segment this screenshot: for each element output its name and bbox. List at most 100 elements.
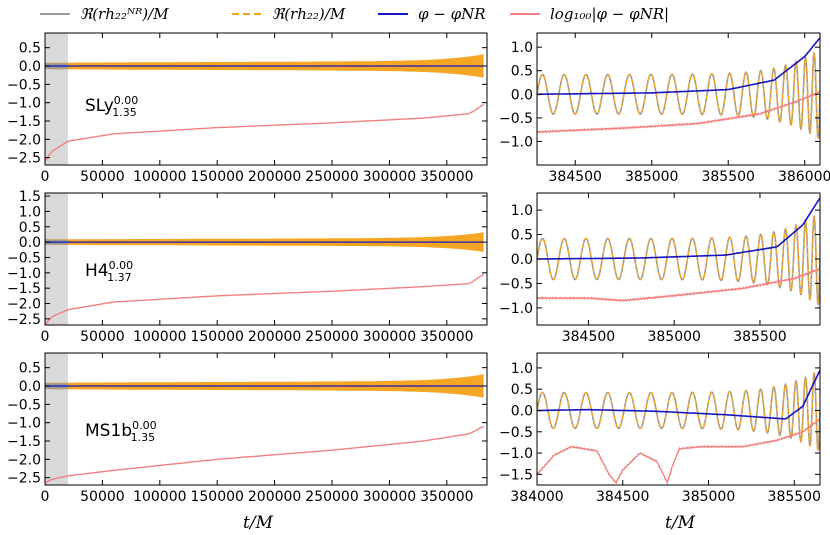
row1-eos-label: H40.00 1.37 — [85, 259, 133, 284]
row0-right-log-dphi-curve — [537, 91, 820, 134]
row0-right-ytick-label-1: 0.5 — [511, 64, 533, 80]
row1-left-xtick-label-6: 300000 — [363, 329, 416, 345]
row2-left-xtick-label-5: 250000 — [305, 489, 358, 505]
row1-right-xtick-label-0: 384500 — [562, 329, 615, 345]
legend-eob-label: ℜ(rh₂₂)/M — [272, 5, 346, 23]
row0-left-xtick-label-0: 0 — [41, 169, 50, 185]
row1-left-ytick-label-0: 1.5 — [19, 189, 41, 205]
row1-left-xtick-label-1: 50000 — [80, 329, 125, 345]
row1-left-panel: 1.51.00.50.0−0.5−1.0−1.5−2.0−2.50 50000 10… — [7, 189, 488, 345]
row0-right-plot-area — [537, 37, 820, 139]
row0-left-ytick-label-2: −0.5 — [7, 77, 41, 93]
row1-left-xtick-label-2: 100000 — [133, 329, 186, 345]
row1-right-ytick-label-4: −1.0 — [499, 301, 533, 317]
row2-right-ytick-label-3: −0.5 — [499, 425, 533, 441]
row2-left-ytick-label-0: 0.5 — [19, 361, 41, 377]
row2-left-xtick-label-3: 150000 — [190, 489, 243, 505]
row2-left-ytick-label-2: −0.5 — [7, 397, 41, 413]
row1-log-dphi-curve — [44, 273, 484, 326]
row0-left-xtick-label-3: 150000 — [190, 169, 243, 185]
row2-left-xtick-label-2: 100000 — [133, 489, 186, 505]
row0-left-ytick-label-6: −2.5 — [7, 151, 41, 167]
row0-left-ytick-label-3: −1.0 — [7, 96, 41, 112]
row2-eos-label: MS1b0.00 1.35 — [85, 419, 157, 444]
row1-left-ytick-label-8: −2.5 — [7, 312, 41, 328]
row2-right-frame — [536, 352, 821, 486]
row0-left-ytick-label-5: −2.0 — [7, 132, 41, 148]
row1-left-ytick-label-2: 0.5 — [19, 220, 41, 236]
row1-right-xtick-label-2: 385500 — [733, 329, 786, 345]
row0-left-xtick-label-7: 350000 — [420, 169, 473, 185]
row2-left-ytick-label-3: −1.0 — [7, 416, 41, 432]
row2-right-ytick-label-4: −1.0 — [499, 446, 533, 462]
row0-left-ytick-label-4: −1.5 — [7, 114, 41, 130]
row0-left-panel: 0.5 0.0 −0.5 −1.0 −1.5 −2.0 −2.50 50000 100000 15… — [7, 32, 488, 185]
row2-left-ytick-label-1: 0.0 — [19, 379, 41, 395]
row0-left-ytick-label-0: 0.5 — [19, 41, 41, 57]
row2-left-xtick-label-0: 0 — [41, 489, 50, 505]
row2-right-dphi-curve — [537, 369, 820, 420]
row0-left-frame — [44, 32, 488, 166]
row0-shade-region — [45, 33, 68, 165]
row0-right-ytick-label-4: −1.0 — [499, 134, 533, 150]
row2-right-ytick-label-5: −1.5 — [499, 467, 533, 483]
row1-right-ytick-label-3: −0.5 — [499, 276, 533, 292]
row2-right-panel: 1.0 0.5 0.0 −0.5 −1.0 −1.5 384000 384500 385000 3… — [499, 352, 821, 505]
row0-right-xtick-label-3: 386000 — [778, 169, 830, 185]
row1-right-ytick-label-1: 0.5 — [511, 228, 533, 244]
row0-left-xtick-label-4: 200000 — [248, 169, 301, 185]
row1-left-xtick-label-5: 250000 — [305, 329, 358, 345]
left-xlabel: t/M — [243, 513, 274, 533]
row1-left-ytick-label-5: −1.0 — [7, 266, 41, 282]
row2-right-ytick-label-0: 1.0 — [511, 361, 533, 377]
row2-right-plot-area — [537, 369, 820, 485]
row1-right-dphi-curve — [537, 197, 820, 260]
row0-left-xtick-label-2: 100000 — [133, 169, 186, 185]
row1-right-ytick-label-0: 1.0 — [511, 203, 533, 219]
row0-right-xtick-label-0: 384500 — [549, 169, 602, 185]
row0-log-dphi-curve — [44, 103, 484, 162]
row2-left-panel: 0.5 0.0 −0.5 −1.0 −1.5 −2.0 −2.50 50000 100000 15… — [7, 352, 488, 505]
legend-nr-label: ℜ(rh₂₂ᴺᴿ)/M — [80, 5, 169, 23]
row1-left-xtick-label-3: 150000 — [190, 329, 243, 345]
row0-eos-label: SLy0.00 1.35 — [85, 94, 138, 119]
row0-right-ytick-label-2: 0.0 — [511, 87, 533, 103]
row0-left-ytick-label-1: 0.0 — [19, 59, 41, 75]
row1-left-ytick-label-7: −2.0 — [7, 297, 41, 313]
row0-right-ytick-label-3: −0.5 — [499, 111, 533, 127]
row2-left-xtick-label-1: 50000 — [80, 489, 125, 505]
row0-right-dphi-curve — [537, 37, 820, 96]
row1-left-ytick-label-1: 1.0 — [19, 204, 41, 220]
row0-right-eob-waveform — [537, 52, 820, 139]
row2-right-ytick-label-2: 0.0 — [511, 403, 533, 419]
row2-right-xtick-label-3: 385500 — [768, 489, 821, 505]
row2-shade-region — [45, 353, 68, 485]
row2-left-frame — [44, 352, 488, 486]
row2-right-log-dphi-curve — [537, 418, 820, 485]
row0-right-frame — [536, 32, 821, 166]
row0-left-xtick-label-6: 300000 — [363, 169, 416, 185]
row2-left-ytick-label-6: −2.5 — [7, 471, 41, 487]
row1-right-xtick-label-1: 385000 — [647, 329, 700, 345]
row2-left-xtick-label-6: 300000 — [363, 489, 416, 505]
row0-right-panel: 1.0 0.5 0.0 −0.5 −1.0 384500 385000 385500 38600… — [499, 32, 830, 185]
row1-right-eob-waveform — [537, 215, 820, 306]
row1-left-xtick-label-7: 350000 — [420, 329, 473, 345]
legend-log-label: log₁₀₀|φ − φNR| — [550, 5, 669, 23]
row1-right-plot-area — [537, 197, 820, 306]
row1-right-ytick-label-2: 0.0 — [511, 252, 533, 268]
row0-right-ytick-label-0: 1.0 — [511, 40, 533, 56]
legend: ℜ(rh₂₂ᴺᴿ)/M ℜ(rh₂₂)/M φ − φNR log₁₀₀|φ −… — [40, 5, 669, 23]
legend-dphi-label: φ − φNR — [418, 5, 486, 23]
row2-right-xtick-label-1: 384500 — [596, 489, 649, 505]
row2-left-ytick-label-5: −2.0 — [7, 452, 41, 468]
row1-left-ytick-label-6: −1.5 — [7, 281, 41, 297]
right-xlabel: t/M — [665, 513, 696, 533]
row1-right-log-dphi-curve — [537, 268, 820, 303]
row2-right-xtick-label-2: 385000 — [682, 489, 735, 505]
row1-left-frame — [44, 192, 488, 326]
row1-right-panel: 1.0 0.5 0.0 −0.5 −1.0 384500 385000 385500 — [499, 192, 821, 345]
row2-left-xtick-label-4: 200000 — [248, 489, 301, 505]
row2-right-ytick-label-1: 0.5 — [511, 382, 533, 398]
